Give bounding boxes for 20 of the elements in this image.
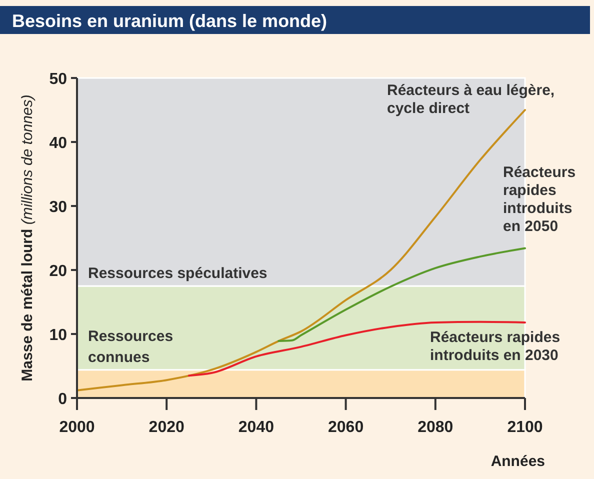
x-tick-label: 2060 [328, 419, 364, 436]
y-tick-label: 10 [49, 327, 68, 344]
x-tick-label: 2020 [148, 419, 184, 436]
y-tick-label: 0 [58, 391, 68, 408]
series-label: Réacteurs rapides introduits en 2050 [503, 164, 576, 235]
series-label: Réacteurs rapides introduits en 2030 [430, 329, 560, 364]
y-tick-label: 30 [49, 199, 68, 216]
chart-title: Besoins en uranium (dans le monde) [12, 11, 328, 31]
x-tick-label: 2040 [238, 419, 274, 436]
x-tick-label: 2080 [418, 419, 454, 436]
band-label: Ressources spéculatives [88, 265, 268, 282]
y-tick-label: 40 [49, 135, 68, 152]
x-tick-label: 2100 [507, 419, 543, 436]
x-axis-title: Années [490, 453, 545, 470]
y-tick-label: 50 [49, 71, 68, 88]
y-tick-label: 20 [49, 263, 68, 280]
x-tick-label: 2000 [59, 419, 95, 436]
band-label: Ressources connues [88, 328, 174, 366]
y-axis-title: Masse de métal lourd (millions de tonnes) [19, 94, 36, 382]
text: Réacteurs à eau légère, cycle direct [387, 82, 555, 117]
